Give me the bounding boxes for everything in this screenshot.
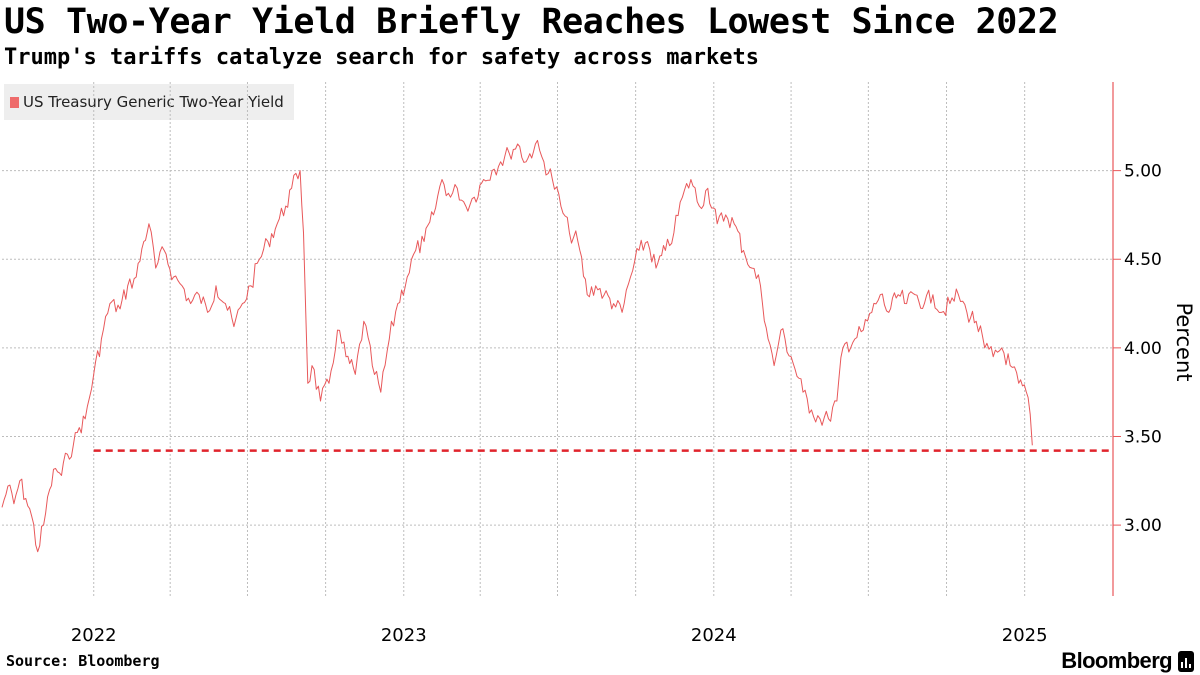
y-tick-label: 4.50 (1124, 250, 1162, 270)
brand-logo: Bloomberg (1061, 648, 1194, 674)
chart-title: US Two-Year Yield Briefly Reaches Lowest… (4, 2, 1059, 42)
series-layer (1, 139, 1033, 553)
y-axis-label: Percent (1172, 302, 1196, 381)
legend-swatch (10, 96, 19, 108)
source-note: Source: Bloomberg (6, 652, 160, 670)
axis-layer: 3.00 3.50 4.00 4.50 5.00 Percent 2022 2023 2024 2… (71, 82, 1196, 646)
chart-legend: US Treasury Generic Two-Year Yield (4, 84, 294, 120)
y-tick-label: 3.00 (1124, 516, 1162, 536)
x-tick-label: 2024 (691, 625, 737, 646)
brand-name: Bloomberg (1061, 648, 1172, 673)
y-tick-label: 4.00 (1124, 339, 1162, 359)
y-tick-label: 3.50 (1124, 427, 1162, 447)
yield-series-line (1, 139, 1033, 553)
grid-layer (2, 82, 1113, 596)
x-tick-label: 2025 (1002, 625, 1048, 646)
y-tick-label: 5.00 (1124, 162, 1162, 182)
x-tick-label: 2022 (71, 625, 117, 646)
x-tick-label: 2023 (381, 625, 427, 646)
chart-subtitle: Trump's tariffs catalyze search for safe… (4, 45, 759, 70)
bloomberg-terminal-icon (1178, 650, 1194, 672)
legend-label: US Treasury Generic Two-Year Yield (23, 93, 284, 111)
